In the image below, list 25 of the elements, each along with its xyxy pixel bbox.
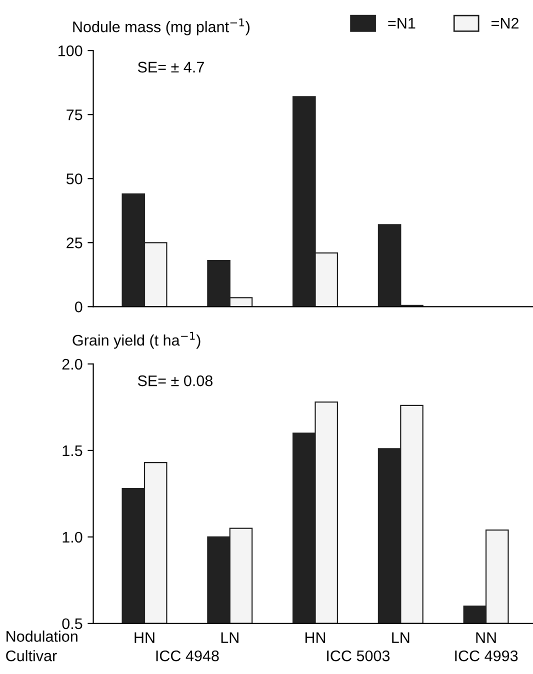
legend-label: =N2 — [492, 18, 518, 29]
text: ICC 5003 — [327, 650, 390, 662]
text: ICC 4948 — [156, 650, 219, 662]
annotation: SE= ± 0.08 — [138, 375, 212, 386]
x-tick-label: LN — [221, 632, 238, 643]
chart-title: Nodule mass (mg plant$^{−1}$) — [73, 18, 250, 36]
y-tick-label: 1.0 — [62, 532, 82, 543]
y-tick-label: 100 — [58, 45, 82, 56]
annotation: SE= ± 4.7 — [138, 62, 204, 73]
y-tick-label: 75 — [66, 110, 82, 120]
x-tick-label: NN — [476, 632, 496, 643]
text: Cultivar — [6, 650, 57, 662]
x-axis-title: Nodulation — [6, 630, 78, 642]
x-tick-label: HN — [134, 632, 154, 643]
x-tick-label: LN — [392, 632, 410, 643]
y-tick-label: 2.0 — [62, 358, 82, 370]
y-tick-label: 50 — [66, 173, 82, 184]
y-tick-label: 1.5 — [62, 445, 82, 456]
y-tick-label: 0.5 — [62, 618, 82, 630]
legend-label: =N1 — [388, 18, 416, 29]
text: ICC 4993 — [455, 650, 518, 662]
chart-title: Grain yield (t ha$^{−1}$) — [72, 332, 200, 349]
y-tick-label: 25 — [66, 238, 82, 248]
x-tick-label: HN — [305, 632, 326, 643]
y-tick-label: 0 — [74, 302, 82, 312]
